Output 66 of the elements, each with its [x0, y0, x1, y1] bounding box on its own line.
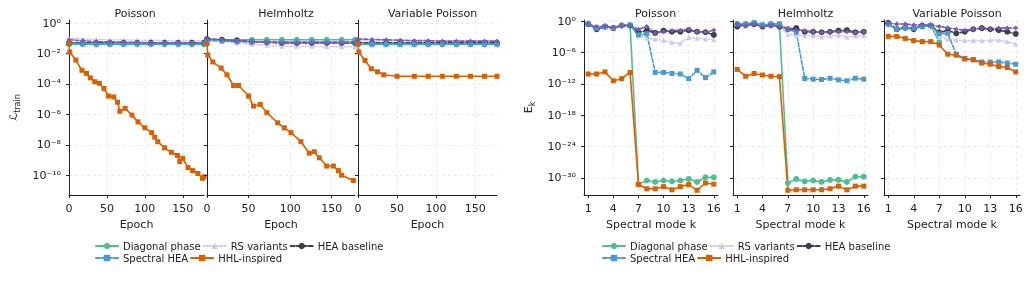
x-tick-label: 4 — [910, 202, 918, 215]
x-tick-label: 7 — [935, 202, 943, 215]
x-tick-label: 7 — [784, 202, 792, 215]
x-tick-label: 4 — [759, 202, 767, 215]
x-tick-label: 1 — [584, 202, 592, 215]
y-tick-label: 10⁻³⁰ — [547, 171, 577, 185]
y-tick-label: 10⁻¹⁰ — [32, 168, 62, 182]
legend-label: Spectral HEA — [630, 252, 696, 264]
x-tick-label: 0 — [65, 202, 73, 215]
y-tick-label: 10⁻¹² — [547, 77, 577, 91]
chart-title: Helmholtz — [258, 7, 315, 20]
y-tick-label: 10⁻⁴ — [36, 77, 62, 91]
x-tick-label: 7 — [634, 202, 642, 215]
x-tick-label: 150 — [172, 202, 194, 215]
legend-label: RS variants — [737, 240, 795, 252]
x-axis-title: Spectral mode k — [606, 217, 697, 231]
y-tick-label: 10⁻⁶ — [36, 107, 62, 121]
x-tick-label: 100 — [134, 202, 156, 215]
x-axis-title: Epoch — [410, 217, 445, 231]
x-tick-label: 150 — [464, 202, 486, 215]
y-tick-label: 10⁰ — [557, 14, 577, 28]
x-tick-label: 13 — [831, 202, 846, 215]
x-tick-label: 100 — [279, 202, 301, 215]
x-axis-title: Spectral mode k — [907, 217, 998, 231]
x-tick-label: 0 — [203, 202, 211, 215]
x-tick-label: 50 — [241, 202, 256, 215]
legend-label: Diagonal phase — [630, 240, 708, 252]
x-tick-label: 100 — [425, 202, 447, 215]
x-tick-label: 13 — [681, 202, 696, 215]
x-tick-label: 1 — [733, 202, 741, 215]
x-tick-label: 10 — [957, 202, 972, 215]
chart-title: Variable Poisson — [912, 7, 1002, 20]
legend-label: HHL-inspired — [218, 252, 283, 264]
legend-label: HHL-inspired — [725, 252, 790, 264]
x-tick-label: 50 — [99, 202, 114, 215]
legend-label: Spectral HEA — [123, 252, 189, 264]
chart-title: Variable Poisson — [387, 7, 478, 20]
y-tick-label: 10⁻² — [36, 47, 62, 61]
legend-label: HEA baseline — [317, 240, 384, 252]
x-tick-label: 0 — [354, 202, 362, 215]
x-tick-label: 10 — [656, 202, 671, 215]
x-tick-label: 16 — [706, 202, 721, 215]
x-tick-label: 10 — [806, 202, 821, 215]
x-tick-label: 4 — [609, 202, 617, 215]
legend-label: HEA baseline — [824, 240, 891, 252]
y-tick-label: 10⁻⁸ — [36, 138, 62, 152]
x-tick-label: 13 — [983, 202, 998, 215]
y-axis-title: ℒtrain — [7, 94, 22, 121]
x-tick-label: 150 — [321, 202, 343, 215]
chart-title: Poisson — [114, 7, 156, 20]
x-axis-title: Epoch — [119, 217, 154, 231]
x-tick-label: 16 — [856, 202, 871, 215]
x-tick-label: 16 — [1008, 202, 1023, 215]
legend-label: Diagonal phase — [123, 240, 201, 252]
chart-title: Helmholtz — [777, 7, 834, 20]
x-axis-title: Spectral mode k — [755, 217, 847, 231]
x-tick-label: 50 — [390, 202, 405, 215]
y-tick-label: 10⁻⁶ — [551, 46, 577, 60]
y-tick-label: 10⁻²⁴ — [547, 139, 577, 153]
legend-label: RS variants — [230, 240, 288, 252]
y-axis-title: Ek — [522, 101, 537, 114]
chart-title: Poisson — [634, 7, 677, 20]
y-tick-label: 10⁻¹⁸ — [547, 108, 577, 122]
y-tick-label: 10⁰ — [42, 16, 62, 30]
x-axis-title: Epoch — [264, 217, 298, 231]
x-tick-label: 1 — [884, 202, 892, 215]
